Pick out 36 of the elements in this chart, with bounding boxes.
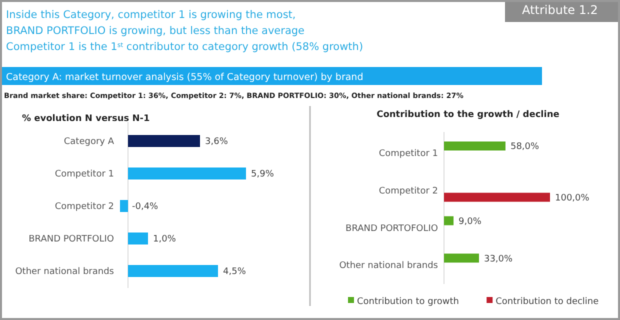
y-tick-label: Other national brands: [339, 261, 438, 272]
y-tick-label: BRAND PORTOFOLIO: [346, 224, 438, 234]
bar: [444, 192, 550, 202]
data-label: 3,6%: [205, 137, 228, 148]
bar: [444, 216, 454, 226]
y-tick-label: Other national brands: [15, 267, 114, 278]
text: Inside this Category, competitor 1 is growing the most,: [6, 9, 296, 21]
bar: [120, 200, 128, 212]
data-label: 4,5%: [223, 267, 246, 278]
y-tick-label: Competitor 2: [54, 202, 114, 212]
text: Competitor 1 is the 1$^{st}$ contributor to category growth (58% growth): [6, 41, 364, 53]
bar: [128, 265, 218, 277]
chart-title: % evolution N versus N-1: [22, 114, 150, 124]
bar: [444, 254, 479, 263]
y-tick-label: Category A: [64, 137, 115, 148]
y-tick-label: Competitor 2: [378, 186, 438, 196]
text: BRAND PORTFOLIO is growing, but less than the average: [6, 25, 305, 37]
y-tick-label: Competitor 1: [378, 149, 438, 160]
text: Category A: market turnover analysis (55% of Category turnover) by brand: [6, 72, 364, 83]
data-label: 1,0%: [153, 234, 176, 245]
y-tick-label: Competitor 1: [54, 170, 114, 180]
data-label: 5,9%: [251, 170, 274, 180]
bar: [444, 141, 506, 150]
data-label: 33,0%: [484, 254, 514, 264]
legend-label: Contribution to growth: [357, 297, 459, 307]
data-label: -0,4%: [132, 202, 159, 212]
bar: [128, 168, 246, 180]
bar: [128, 232, 148, 244]
y-tick-label: BRAND PORTFOLIO: [28, 234, 114, 245]
legend-label: Contribution to decline: [496, 297, 600, 307]
data-label: 100,0%: [555, 193, 590, 204]
data-label: 9,0%: [458, 216, 482, 227]
chart-title: Contribution to the growth / decline: [376, 110, 560, 120]
bar: [128, 135, 200, 147]
data-label: 58,0%: [510, 142, 540, 152]
text: Attribute 1.2: [522, 3, 598, 17]
